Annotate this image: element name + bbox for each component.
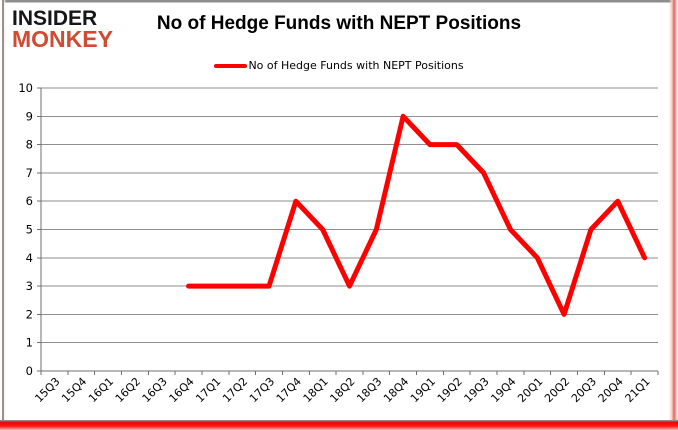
x-tick-label: 16Q1 — [86, 375, 116, 405]
y-tick-label: 10 — [18, 81, 33, 95]
y-tick-label: 3 — [26, 279, 33, 293]
y-tick-label: 1 — [26, 336, 33, 350]
x-tick-label: 16Q3 — [140, 375, 170, 405]
y-tick-label: 4 — [26, 251, 33, 265]
x-tick-label: 17Q3 — [247, 375, 277, 405]
x-tick-label: 21Q1 — [623, 375, 653, 405]
x-tick-label: 20Q2 — [542, 375, 572, 405]
legend-line-marker — [214, 63, 248, 68]
x-tick-label: 16Q4 — [167, 375, 197, 405]
x-tick-label: 18Q2 — [327, 375, 357, 405]
y-tick-label: 9 — [26, 109, 33, 123]
x-tick-label: 18Q1 — [301, 375, 331, 405]
y-tick-label: 2 — [26, 307, 33, 321]
widget-border-top — [0, 0, 678, 3]
y-tick-label: 7 — [26, 166, 33, 180]
x-tick-label: 15Q4 — [59, 375, 89, 405]
x-tick-label: 18Q4 — [381, 375, 411, 405]
x-tick-label: 20Q4 — [596, 375, 626, 405]
y-tick-label: 5 — [26, 223, 33, 237]
x-tick-label: 19Q4 — [488, 375, 518, 405]
widget-border-bottom-red-glow — [0, 419, 678, 431]
x-tick-label: 19Q2 — [435, 375, 465, 405]
y-tick-label: 6 — [26, 194, 33, 208]
widget-border-right — [669, 0, 678, 431]
x-tick-label: 17Q1 — [193, 375, 223, 405]
x-tick-label: 17Q2 — [220, 375, 250, 405]
logo-line-monkey: MONKEY — [12, 25, 113, 52]
y-tick-label: 8 — [26, 138, 33, 152]
y-tick-label: 0 — [26, 364, 33, 378]
series-line — [186, 113, 648, 317]
chart-title: No of Hedge Funds with NEPT Positions — [156, 13, 522, 34]
insider-monkey-logo: INSIDER MONKEY — [12, 7, 113, 52]
x-tick-label: 15Q3 — [32, 375, 62, 405]
x-tick-label: 19Q1 — [408, 375, 438, 405]
legend: No of Hedge Funds with NEPT Positions — [0, 59, 678, 72]
x-tick-label: 18Q3 — [354, 375, 384, 405]
legend-label: No of Hedge Funds with NEPT Positions — [248, 59, 464, 72]
x-tick-label: 20Q1 — [515, 375, 545, 405]
widget-border-left — [0, 0, 6, 431]
x-tick-label: 16Q2 — [113, 375, 143, 405]
logo-line-insider: INSIDER — [12, 7, 98, 30]
x-tick-label: 17Q4 — [274, 375, 304, 405]
x-tick-label: 19Q3 — [462, 375, 492, 405]
x-tick-label: 20Q3 — [569, 375, 599, 405]
